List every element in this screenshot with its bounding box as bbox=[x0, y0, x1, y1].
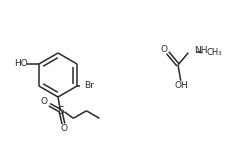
Text: S: S bbox=[57, 106, 64, 116]
Text: Br: Br bbox=[84, 81, 94, 91]
Text: CH₃: CH₃ bbox=[206, 48, 222, 57]
Text: NH: NH bbox=[194, 46, 208, 55]
Text: OH: OH bbox=[175, 81, 189, 90]
Text: O: O bbox=[160, 45, 167, 54]
Text: O: O bbox=[61, 124, 68, 133]
Text: HO: HO bbox=[14, 60, 28, 69]
Text: O: O bbox=[41, 97, 48, 106]
